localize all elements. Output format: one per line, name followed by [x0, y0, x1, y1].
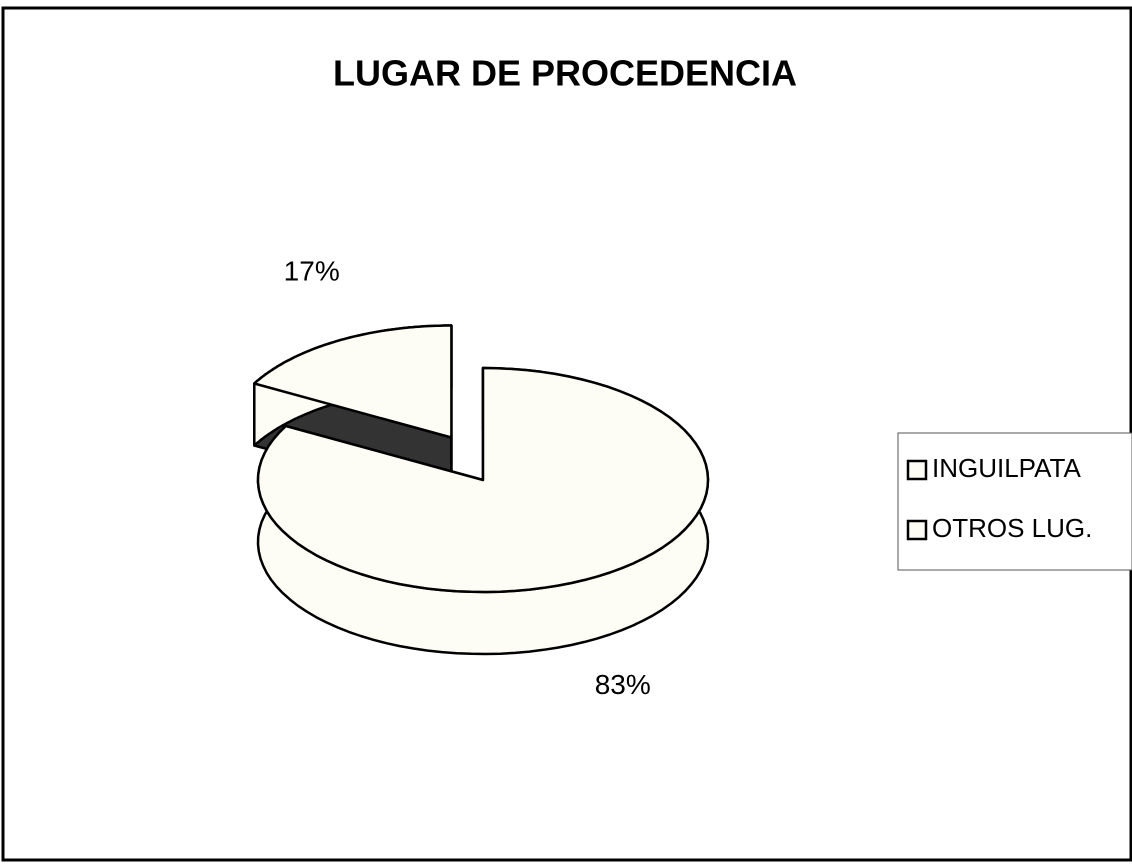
- chart-title: LUGAR DE PROCEDENCIA: [333, 53, 797, 94]
- data-label: 17%: [284, 255, 340, 286]
- legend-label: INGUILPATA: [932, 453, 1081, 483]
- legend-swatch: [906, 459, 928, 481]
- legend-swatch: [906, 519, 928, 541]
- slice: [256, 366, 710, 594]
- data-label: 83%: [595, 669, 651, 700]
- slice: [253, 324, 453, 439]
- legend-box: [897, 432, 1132, 571]
- legend-label: OTROS LUG.: [932, 513, 1092, 543]
